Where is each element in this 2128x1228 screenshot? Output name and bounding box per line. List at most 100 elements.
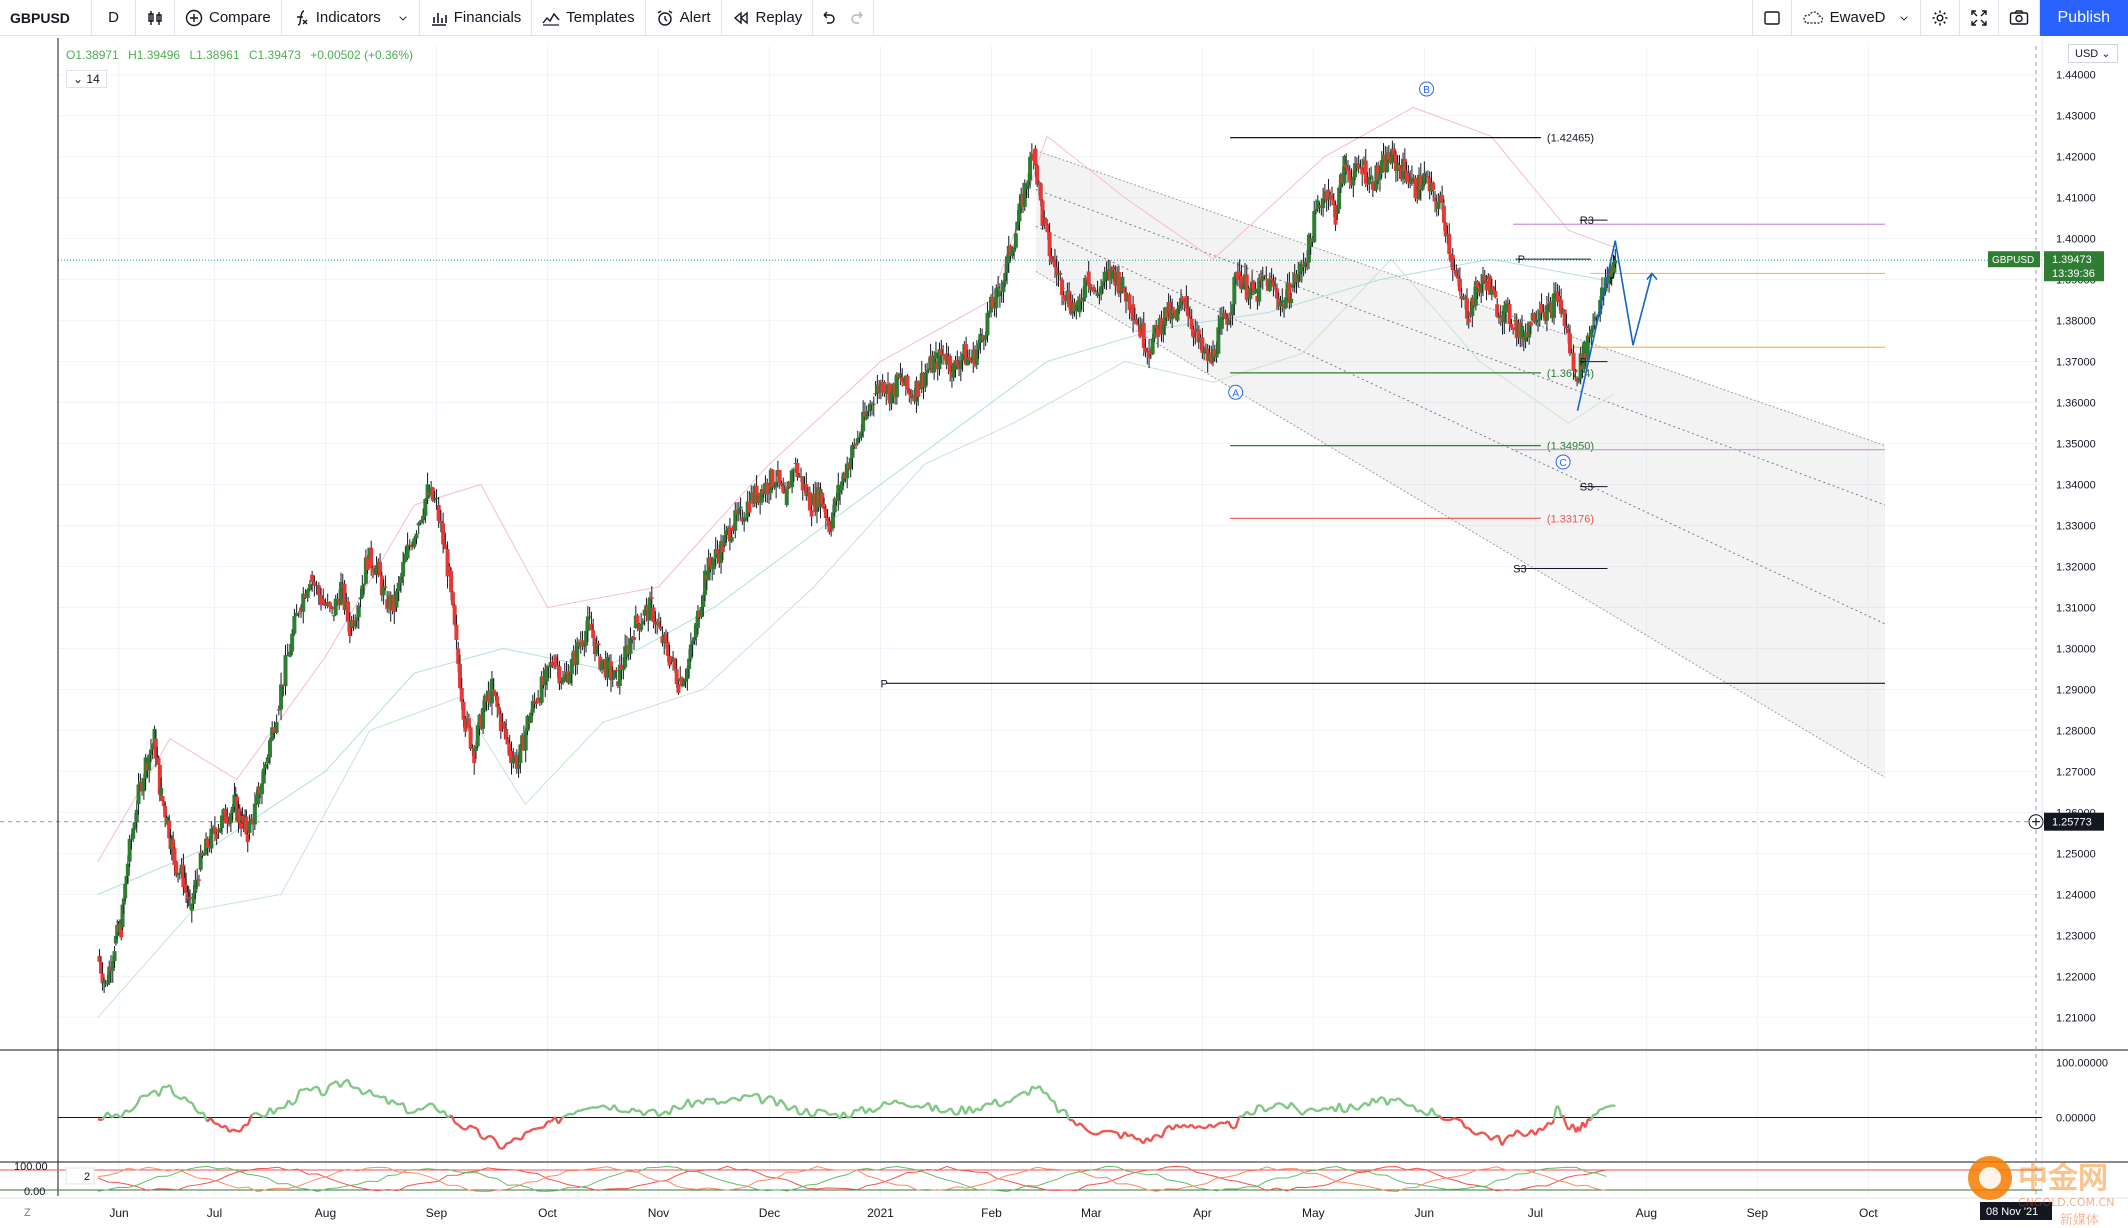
candle-body [864,411,869,419]
candle-body [742,520,747,522]
candle-body [1544,305,1549,321]
oscillator-segment [805,1107,812,1117]
redo-button[interactable] [843,0,875,36]
candle-body [985,312,990,336]
pivot-label: P [1580,357,1587,369]
candle-body [925,369,930,374]
candle-body [405,544,410,559]
candle-body [1566,328,1571,334]
candle-body [1314,208,1319,212]
candle-body [360,585,365,598]
candle-body [632,637,637,640]
oscillator-segment [316,1086,323,1096]
candle-body [105,982,110,985]
candle-body [701,594,706,608]
y-tick-label: 1.23000 [2056,930,2096,942]
candle-body [416,522,421,526]
candle-body [1552,293,1557,318]
indicator-length-box[interactable]: ⌄ 14 [66,70,107,88]
candle-body [845,463,850,479]
candle-body [378,562,383,576]
templates-button[interactable]: Templates [532,0,646,36]
y-tick-label: 1.41000 [2056,193,2096,205]
oscillator-segment [1611,1104,1616,1108]
candle-body [1164,307,1169,318]
oscillator-segment [1563,1121,1568,1128]
candle-body [1613,260,1618,264]
oscillator-segment [676,1106,682,1111]
symbol-search[interactable]: GBPUSD [0,0,92,36]
oscillator-segment [542,1120,549,1129]
layout-toggle-button[interactable] [1751,0,1792,36]
candle-body [866,410,871,412]
candle-body [1479,283,1484,293]
oscillator-segment [1449,1116,1455,1122]
interval-button[interactable]: D [92,0,136,36]
oscillator-segment [1556,1105,1561,1110]
candle-body [859,431,864,437]
candle-body [1493,290,1498,298]
candle-body [795,463,800,477]
oscillator-segment [1550,1119,1555,1125]
settings-button[interactable] [1921,0,1960,36]
oscillator-segment [1301,1110,1307,1116]
candle-body [932,358,937,373]
snapshot-button[interactable] [1999,0,2040,36]
oscillator-segment [101,1111,109,1121]
fullscreen-button[interactable] [1960,0,1999,36]
price-level-label: (1.42465) [1547,133,1594,145]
oscillator-segment [1353,1107,1359,1112]
candle-body [227,823,232,825]
candle-body [438,520,443,524]
candle-body [1377,173,1382,180]
candle-body [124,875,129,885]
oscillator-segment [602,1104,608,1109]
lower-panel-tick: 100.00 [14,1161,48,1173]
candle-body [1047,232,1052,257]
candle-body [1180,297,1185,301]
oscillator-segment [809,1114,815,1118]
oscillator-segment [1079,1122,1085,1128]
oscillator-segment [832,1112,837,1116]
financials-button[interactable]: Financials [420,0,533,36]
price-chart[interactable]: (1.42465)(1.36724)(1.34950)(1.33176) R3P… [0,36,2128,1228]
alert-button[interactable]: Alert [646,0,722,36]
candle-body [184,884,189,893]
oscillator-segment [812,1108,819,1117]
layout-menu-button[interactable]: EwaveD [1792,0,1921,36]
candle-body [509,750,514,764]
oscillator-segment [302,1087,308,1091]
candle-body [1028,156,1033,181]
candle-body [1473,281,1478,306]
candle-body [307,584,312,591]
oscillator-segment [883,1100,889,1106]
compare-button[interactable]: Compare [175,0,282,36]
candle-body [1456,276,1461,279]
oscillator-segment [450,1114,457,1124]
candle-body [555,665,560,667]
y-tick-label: 1.43000 [2056,111,2096,123]
currency-select[interactable]: USD ⌄ [2068,44,2118,63]
oscillator-segment [761,1098,767,1105]
symbol-price-tag-label: GBPUSD [1992,255,2034,266]
oscillator-segment [420,1105,427,1111]
candle-body [454,624,459,640]
chevron-down-icon[interactable] [397,9,409,27]
candle-body [1127,294,1132,311]
candle-body [421,515,426,521]
publish-button[interactable]: Publish [2039,0,2128,36]
oscillator-segment [328,1082,334,1087]
oscillator-segment [1071,1119,1078,1127]
candle-body [774,481,779,487]
y-tick-label: 1.33000 [2056,521,2096,533]
price-level-label: (1.34950) [1547,441,1594,453]
oscillator-segment [361,1091,367,1096]
replay-button[interactable]: Replay [722,0,814,36]
candle-body [596,643,601,646]
oscillator-segment [635,1109,641,1113]
legend-change: +0.00502 (+0.36%) [310,48,413,62]
candle-body [331,615,336,617]
chart-type-button[interactable] [136,0,175,36]
undo-button[interactable] [813,0,843,36]
indicators-button[interactable]: Indicators [282,0,420,36]
